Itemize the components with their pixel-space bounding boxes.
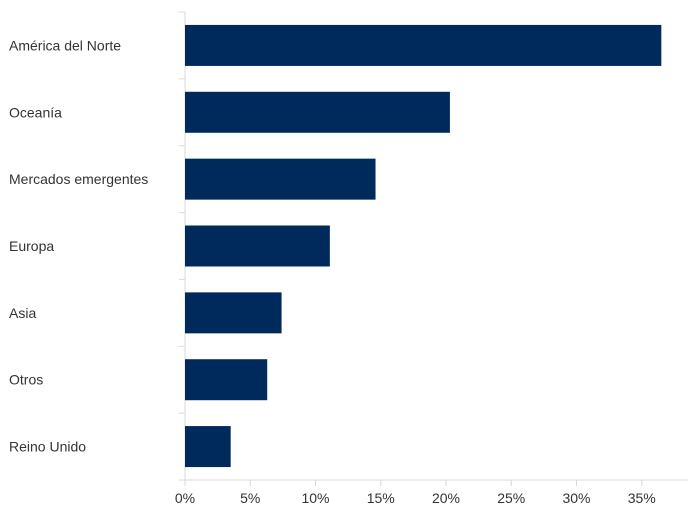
bar-mercados-emergentes: [185, 158, 376, 200]
category-label: Oceanía: [9, 104, 62, 120]
bar-otros: [185, 359, 268, 401]
x-tick-label: 25%: [497, 490, 525, 506]
x-tick-label: 15%: [367, 490, 395, 506]
category-label: Asia: [9, 305, 36, 321]
bar-oceania: [185, 91, 450, 133]
x-tick-label: 0%: [175, 490, 195, 506]
category-label: Otros: [9, 372, 43, 388]
bar-reino-unido: [185, 426, 231, 468]
category-label: América del Norte: [9, 37, 121, 53]
category-label: Europa: [9, 238, 54, 254]
x-tick-label: 30%: [562, 490, 590, 506]
category-label: Reino Unido: [9, 439, 86, 455]
bar-america-del-norte: [185, 24, 662, 66]
x-tick-label: 35%: [628, 490, 656, 506]
x-tick-label: 5%: [240, 490, 260, 506]
x-tick-label: 10%: [301, 490, 329, 506]
bar-asia: [185, 292, 282, 334]
bar-europa: [185, 225, 330, 267]
category-label: Mercados emergentes: [9, 171, 148, 187]
x-tick-label: 20%: [432, 490, 460, 506]
